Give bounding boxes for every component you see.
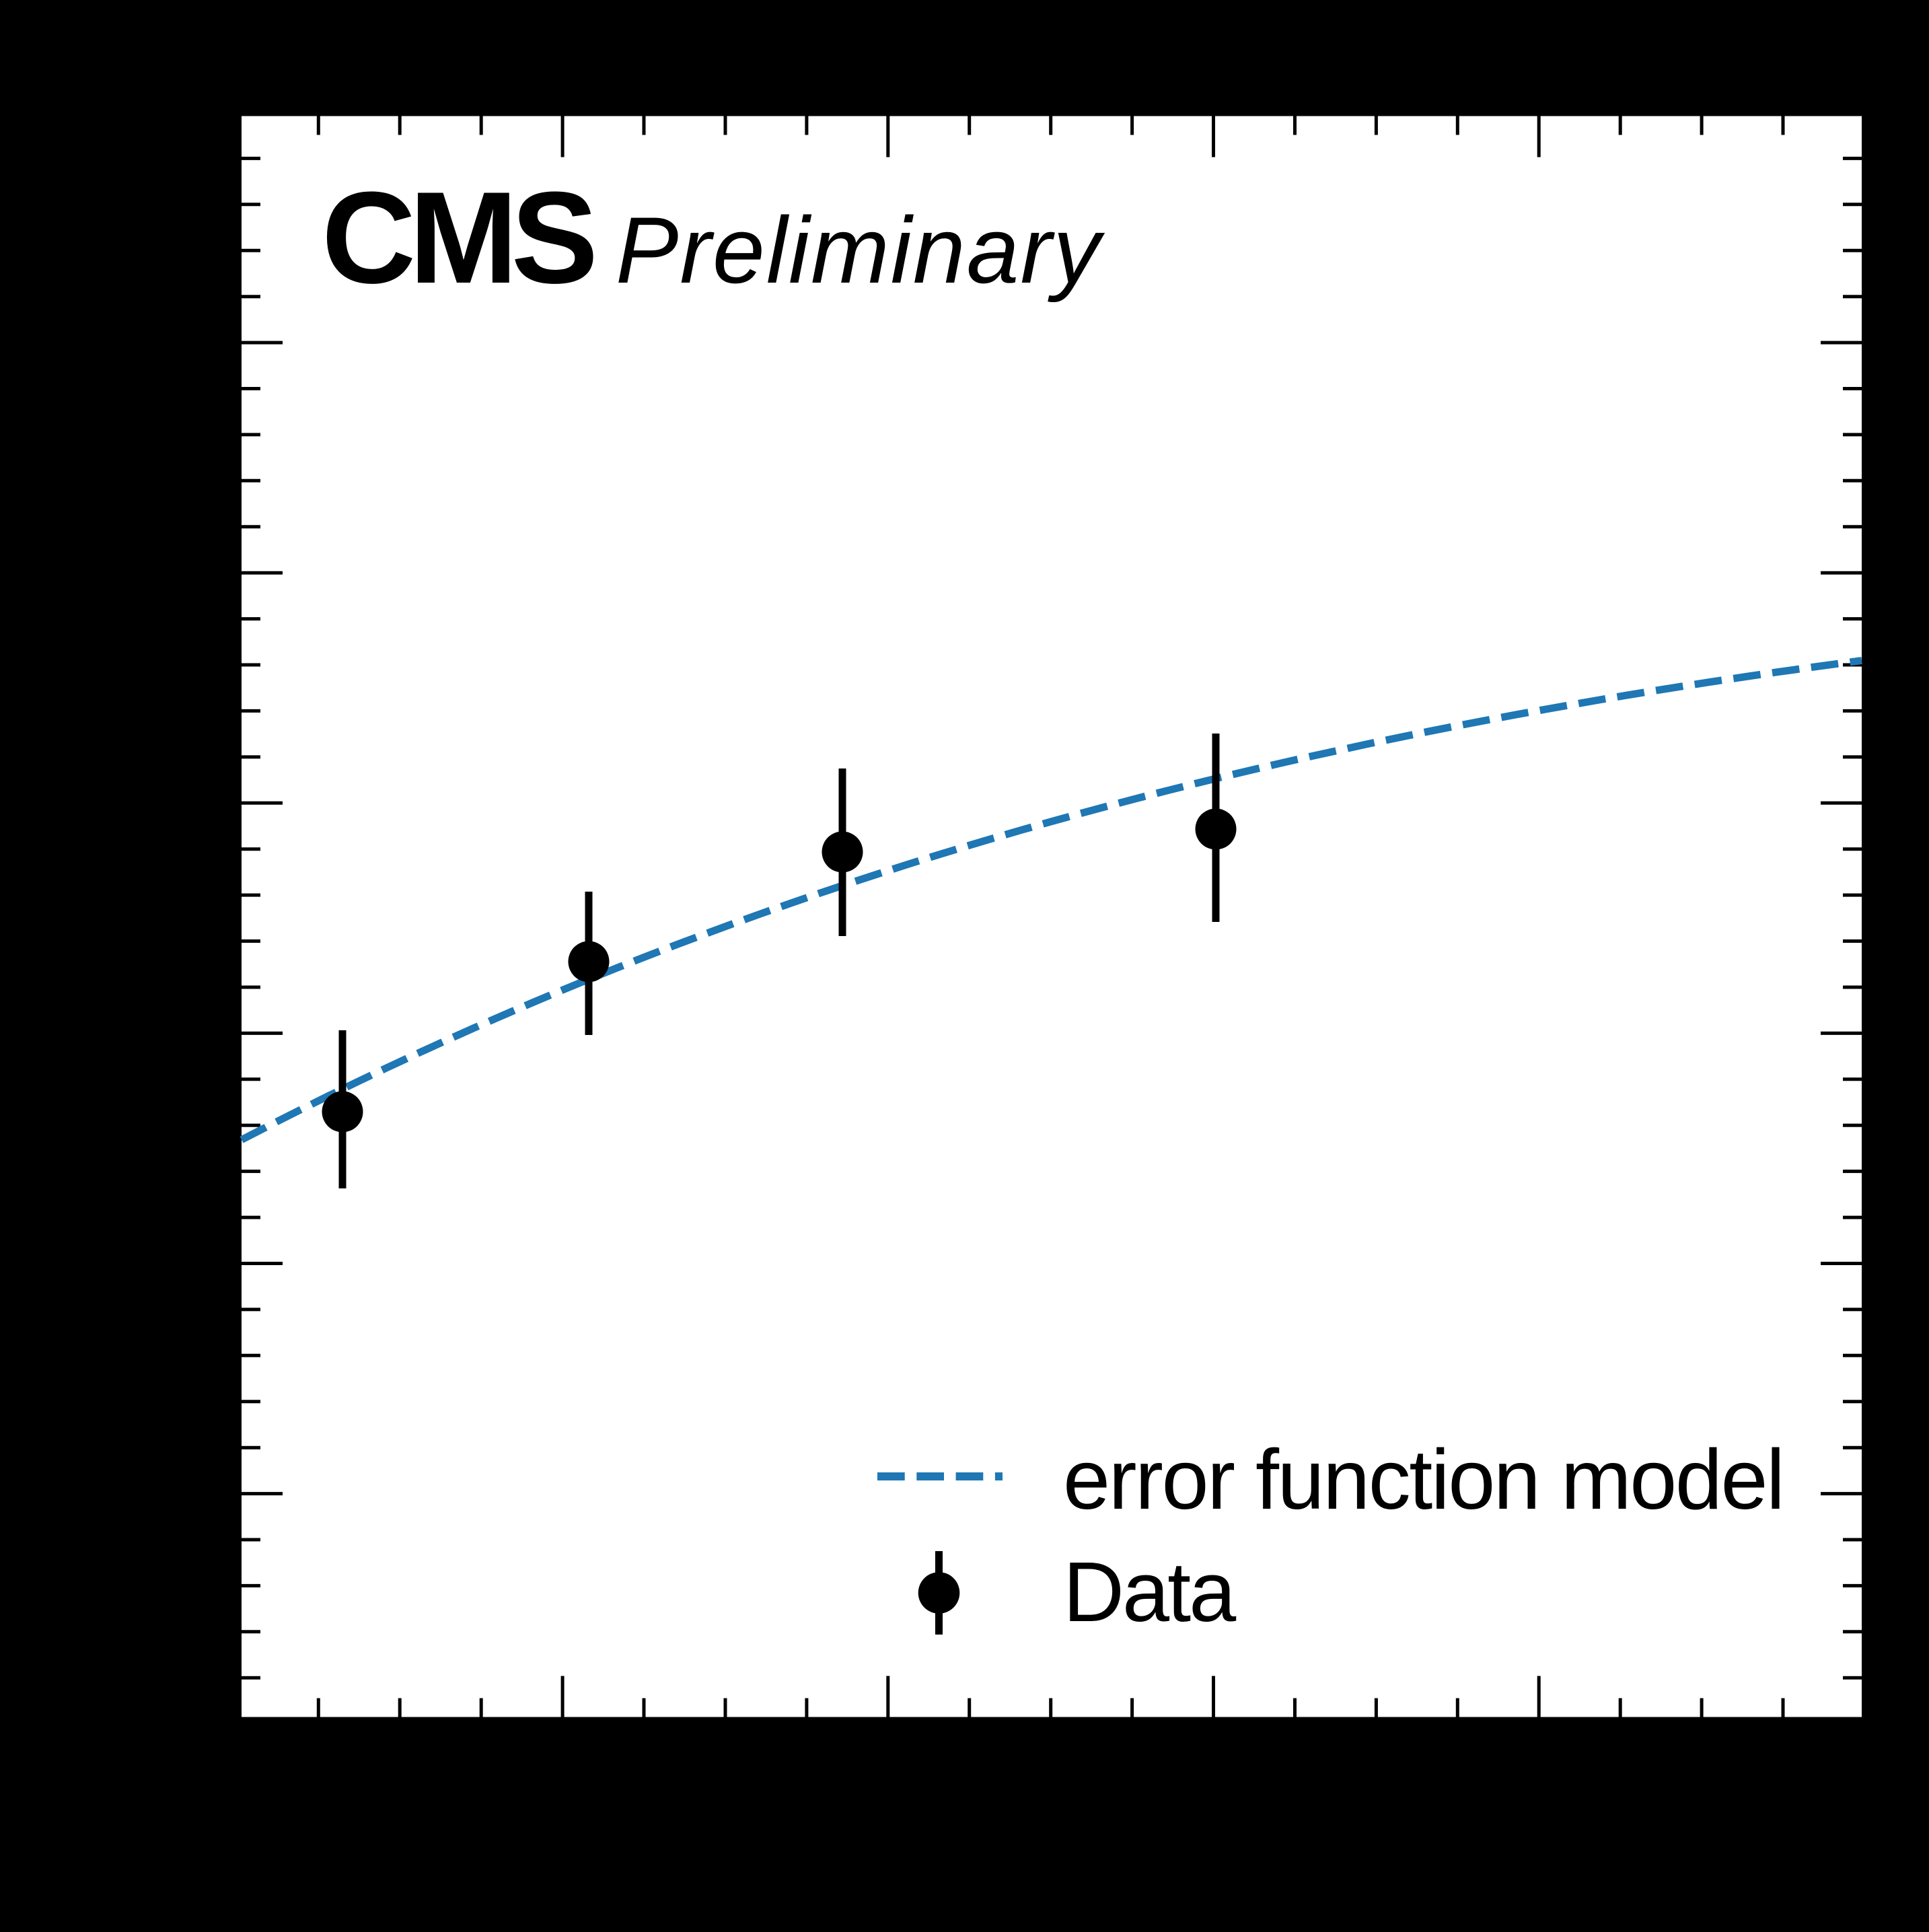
svg-text:Preliminary: Preliminary: [616, 197, 1105, 303]
svg-text:Data: Data: [1063, 1544, 1237, 1639]
svg-text:CMS: CMS: [322, 165, 593, 311]
svg-text:error function model: error function model: [1063, 1432, 1784, 1527]
